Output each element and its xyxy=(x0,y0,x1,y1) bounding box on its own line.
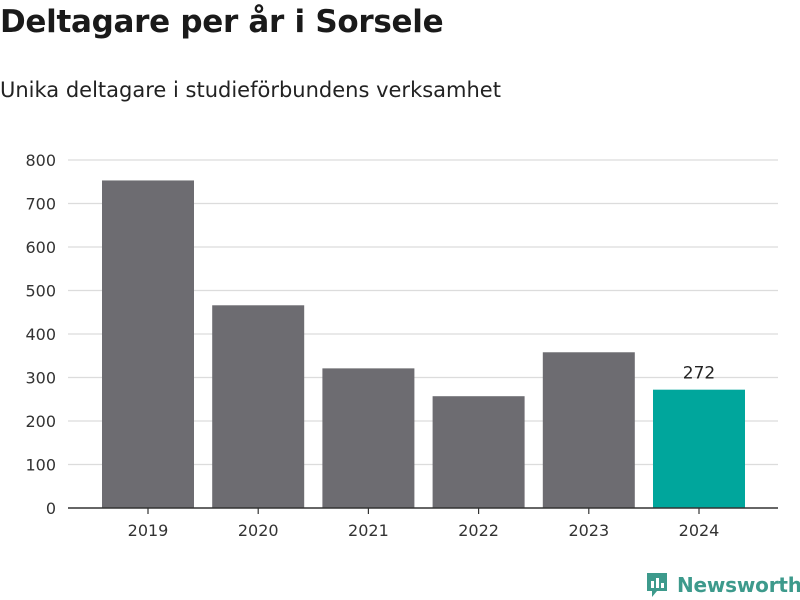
x-tick-label: 2021 xyxy=(348,521,389,540)
y-tick-label: 0 xyxy=(46,499,56,518)
y-tick-label: 700 xyxy=(25,195,56,214)
y-tick-label: 500 xyxy=(25,282,56,301)
brand-name: Newsworthy xyxy=(677,573,800,597)
bars xyxy=(102,180,745,508)
bar-2020 xyxy=(212,305,305,508)
x-tick-label: 2022 xyxy=(458,521,499,540)
x-tick-label: 2020 xyxy=(238,521,279,540)
x-tick-label: 2024 xyxy=(679,521,720,540)
y-tick-label: 100 xyxy=(25,456,56,475)
x-axis-ticks: 2019 2020 2021 2022 2023 2024 xyxy=(128,508,720,540)
newsworthy-logo-icon xyxy=(647,573,667,597)
x-tick-label: 2023 xyxy=(568,521,609,540)
data-labels: 272 xyxy=(683,364,715,384)
y-tick-label: 400 xyxy=(25,325,56,344)
bar-2024 xyxy=(653,389,745,508)
bar-2022 xyxy=(432,396,525,508)
chart-title: Deltagare per år i Sorsele xyxy=(0,4,444,40)
data-label: 272 xyxy=(683,364,715,384)
x-tick-label: 2019 xyxy=(128,521,169,540)
y-tick-label: 200 xyxy=(25,412,56,431)
y-tick-label: 800 xyxy=(25,151,56,170)
y-tick-label: 600 xyxy=(25,238,56,257)
y-tick-label: 300 xyxy=(25,369,56,388)
bar-2021 xyxy=(322,368,415,508)
bar-2019 xyxy=(102,180,194,508)
bar-2023 xyxy=(542,352,635,508)
brand-logo: Newsworthy xyxy=(645,570,800,600)
chart-subtitle: Unika deltagare i studieförbundens verks… xyxy=(0,78,501,102)
y-axis-ticks: 0 100 200 300 400 500 600 700 800 xyxy=(25,151,56,518)
